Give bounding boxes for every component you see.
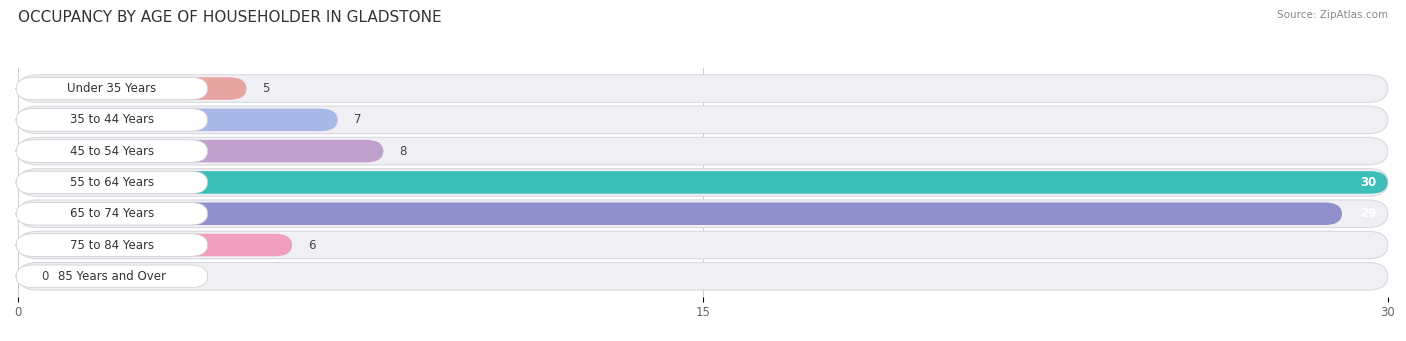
FancyBboxPatch shape	[15, 140, 208, 162]
FancyBboxPatch shape	[15, 108, 208, 131]
FancyBboxPatch shape	[18, 106, 1388, 134]
FancyBboxPatch shape	[18, 231, 1388, 259]
FancyBboxPatch shape	[15, 203, 208, 225]
Text: 29: 29	[1360, 207, 1376, 220]
FancyBboxPatch shape	[18, 169, 1388, 196]
FancyBboxPatch shape	[18, 234, 292, 256]
Text: 5: 5	[263, 82, 270, 95]
Text: 55 to 64 Years: 55 to 64 Years	[70, 176, 153, 189]
Text: 7: 7	[354, 113, 361, 126]
Text: 0: 0	[41, 270, 48, 283]
FancyBboxPatch shape	[18, 203, 1343, 225]
Text: 45 to 54 Years: 45 to 54 Years	[70, 145, 153, 158]
FancyBboxPatch shape	[18, 171, 1388, 194]
FancyBboxPatch shape	[18, 263, 1388, 290]
FancyBboxPatch shape	[15, 265, 208, 287]
Text: 8: 8	[399, 145, 406, 158]
FancyBboxPatch shape	[18, 108, 337, 131]
Text: 30: 30	[1360, 176, 1376, 189]
Text: OCCUPANCY BY AGE OF HOUSEHOLDER IN GLADSTONE: OCCUPANCY BY AGE OF HOUSEHOLDER IN GLADS…	[18, 10, 441, 25]
Text: 6: 6	[308, 239, 315, 252]
FancyBboxPatch shape	[18, 77, 246, 100]
FancyBboxPatch shape	[15, 171, 208, 194]
FancyBboxPatch shape	[15, 234, 208, 256]
Text: 35 to 44 Years: 35 to 44 Years	[70, 113, 153, 126]
Text: 75 to 84 Years: 75 to 84 Years	[70, 239, 153, 252]
Text: Under 35 Years: Under 35 Years	[67, 82, 156, 95]
Text: 65 to 74 Years: 65 to 74 Years	[70, 207, 155, 220]
FancyBboxPatch shape	[15, 77, 208, 100]
Text: 85 Years and Over: 85 Years and Over	[58, 270, 166, 283]
FancyBboxPatch shape	[18, 137, 1388, 165]
FancyBboxPatch shape	[18, 140, 384, 162]
Text: Source: ZipAtlas.com: Source: ZipAtlas.com	[1277, 10, 1388, 20]
FancyBboxPatch shape	[18, 75, 1388, 102]
FancyBboxPatch shape	[18, 200, 1388, 227]
